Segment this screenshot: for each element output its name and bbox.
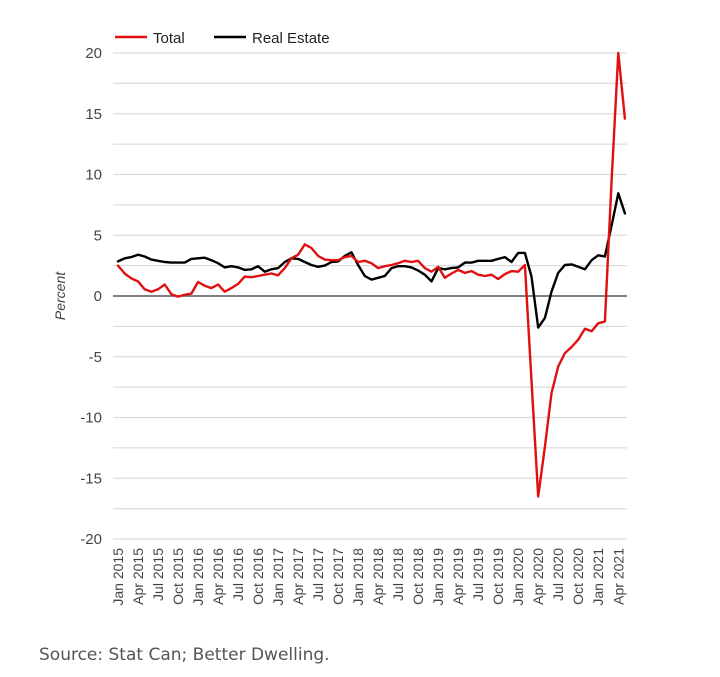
y-tick-label: 10 (85, 167, 102, 184)
x-tick-label: Jan 2020 (510, 548, 526, 606)
series-lines (116, 51, 627, 498)
x-tick-label: Jul 2016 (230, 548, 246, 601)
y-tick-label: 0 (94, 288, 102, 305)
y-tick-label: 15 (85, 106, 102, 123)
legend: Total Real Estate (115, 30, 330, 47)
x-tick-label: Apr 2020 (530, 548, 546, 605)
x-tick-label: Jul 2017 (310, 548, 326, 601)
x-tick-label: Jan 2018 (350, 548, 366, 606)
x-tick-label: Jan 2015 (110, 548, 126, 606)
x-tick-label: Apr 2021 (610, 548, 626, 605)
x-tick-label: Jan 2017 (270, 548, 286, 606)
x-tick-label: Apr 2015 (130, 548, 146, 605)
gridlines (113, 52, 627, 540)
y-tick-label: 20 (85, 45, 102, 62)
y-tick-label: -20 (80, 531, 102, 548)
x-tick-label: Apr 2019 (450, 548, 466, 605)
x-tick-label: Oct 2020 (570, 548, 586, 605)
x-tick-label: Oct 2019 (490, 548, 506, 605)
x-tick-label: Jul 2018 (390, 548, 406, 601)
legend-label-real-estate: Real Estate (252, 30, 330, 47)
x-tick-label: Apr 2016 (210, 548, 226, 605)
y-tick-label: 5 (94, 227, 102, 244)
legend-label-total: Total (153, 30, 185, 47)
x-tick-label: Oct 2016 (250, 548, 266, 605)
y-tick-label: -15 (80, 470, 102, 487)
y-tick-label: -10 (80, 410, 102, 427)
y-axis-tick-labels: 20 15 10 5 0 -5 -10 -15 -20 (80, 45, 102, 548)
x-tick-label: Apr 2018 (370, 548, 386, 605)
x-tick-label: Oct 2018 (410, 548, 426, 605)
x-tick-label: Oct 2015 (170, 548, 186, 605)
x-tick-label: Jul 2015 (150, 548, 166, 601)
series-line-total (116, 51, 627, 498)
x-tick-label: Jul 2019 (470, 548, 486, 601)
y-axis-title: Percent (52, 271, 68, 320)
x-tick-label: Apr 2017 (290, 548, 306, 605)
x-tick-label: Jan 2016 (190, 548, 206, 606)
x-axis-tick-labels: Jan 2015 Apr 2015 Jul 2015 Oct 2015 Jan 2016… (110, 548, 626, 606)
x-tick-label: Oct 2017 (330, 548, 346, 605)
y-tick-label: -5 (89, 349, 102, 366)
series-line-real-estate (116, 192, 627, 329)
x-tick-label: Jan 2019 (430, 548, 446, 606)
x-tick-label: Jul 2020 (550, 548, 566, 601)
x-tick-label: Jan 2021 (590, 548, 606, 606)
source-note: Source: Stat Can; Better Dwelling. (39, 645, 330, 665)
